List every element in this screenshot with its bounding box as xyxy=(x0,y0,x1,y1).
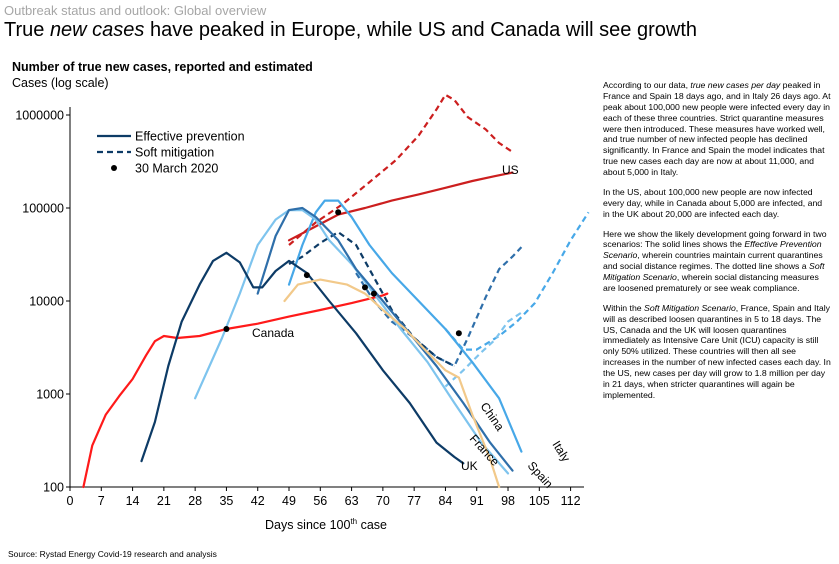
text-emphasis: Soft Mitigation Scenario xyxy=(644,302,736,313)
series-line-us xyxy=(287,171,514,242)
text-run: peaked in France and Spain 18 days ago, … xyxy=(603,80,831,177)
title-part: True xyxy=(4,19,50,41)
marker-30-march xyxy=(303,272,310,279)
legend-marker-dot xyxy=(111,165,117,171)
text-run: According to our data, xyxy=(603,80,691,90)
y-tick-label: 100000 xyxy=(22,202,64,216)
supertitle: Outbreak status and outlook: Global over… xyxy=(4,3,267,18)
series-line-france xyxy=(194,209,510,475)
x-tick-label: 98 xyxy=(501,494,515,508)
x-tick-label: 77 xyxy=(407,494,421,508)
x-tick-label: 56 xyxy=(313,494,327,508)
text-emphasis: true new cases per day xyxy=(690,80,781,90)
page-title: True new cases have peaked in Europe, wh… xyxy=(4,19,697,42)
y-tick-label: 100 xyxy=(43,481,64,495)
y-tick-label: 1000 xyxy=(36,388,64,402)
series-line-spain-dashed xyxy=(355,246,523,368)
marker-30-march xyxy=(335,209,342,216)
x-tick-label: 14 xyxy=(126,494,140,508)
legend-label: Effective prevention xyxy=(135,130,245,144)
series-label-italy: Italy xyxy=(549,438,573,464)
marker-30-march xyxy=(370,290,377,297)
marker-30-march xyxy=(455,330,462,337)
legend-label: Soft mitigation xyxy=(135,146,214,160)
y-axis-label: Cases (log scale) xyxy=(12,76,109,90)
x-tick-label: 84 xyxy=(438,494,452,508)
text-run: , France, Spain and Italy will as descri… xyxy=(603,302,831,400)
legend-label: 30 March 2020 xyxy=(135,162,218,176)
x-tick-label: 70 xyxy=(376,494,390,508)
commentary-panel: According to our data, true new cases pe… xyxy=(603,80,831,410)
x-tick-label: 35 xyxy=(219,494,233,508)
x-tick-label: 91 xyxy=(470,494,484,508)
x-tick-label: 0 xyxy=(67,494,74,508)
source-note: Source: Rystad Energy Covid-19 research … xyxy=(8,549,217,559)
marker-30-march xyxy=(361,284,368,291)
x-tick-label: 21 xyxy=(157,494,171,508)
x-axis-label: Days since 100th case xyxy=(265,517,387,532)
series-line-china xyxy=(283,278,501,489)
text-emphasis: Effective Prevention Scenario xyxy=(603,239,822,261)
text-run: In the US, about 100,000 new people are … xyxy=(603,186,823,219)
series-line-uk-dashed xyxy=(288,231,455,367)
title-part: have peaked in Europe, while US and Cana… xyxy=(144,19,697,41)
text-emphasis: Soft Mitigation Scenario xyxy=(603,261,825,282)
series-label-canada: Canada xyxy=(252,326,294,340)
x-tick-label: 42 xyxy=(251,494,265,508)
series-label-spain: Spain xyxy=(525,459,556,491)
series-line-us-dashed xyxy=(288,93,514,246)
text-run: Within the xyxy=(603,302,645,313)
series-line-spain xyxy=(256,206,514,472)
x-tick-label: 28 xyxy=(188,494,202,508)
commentary-paragraph: Within the Soft Mitigation Scenario, Fra… xyxy=(603,303,831,401)
x-tick-label: 112 xyxy=(561,494,581,508)
commentary-paragraph: In the US, about 100,000 new people are … xyxy=(603,187,831,220)
series-label-us: US xyxy=(502,163,519,177)
text-run: Here we show the likely development goin… xyxy=(603,228,827,250)
series-line-italy xyxy=(287,199,523,453)
commentary-paragraph: According to our data, true new cases pe… xyxy=(603,80,831,178)
x-tick-label: 49 xyxy=(282,494,296,508)
series-line-france-dashed xyxy=(444,311,523,388)
title-emphasis: new cases xyxy=(49,19,145,41)
series-line-italy-dashed xyxy=(444,211,590,351)
x-tick-label: 105 xyxy=(529,494,550,508)
x-tick-label: 63 xyxy=(345,494,359,508)
series-label-uk: UK xyxy=(461,459,478,473)
series-line-uk xyxy=(140,251,465,465)
marker-30-march xyxy=(223,325,230,332)
commentary-paragraph: Here we show the likely development goin… xyxy=(603,229,831,294)
chart-title: Number of true new cases, reported and e… xyxy=(12,60,313,74)
text-run: , wherein social distancing measures are… xyxy=(603,272,819,293)
text-run: , wherein countries maintain current qua… xyxy=(603,250,823,272)
y-tick-label: 1000000 xyxy=(15,109,64,123)
y-tick-label: 10000 xyxy=(29,295,64,309)
x-tick-label: 7 xyxy=(98,494,105,508)
series-line-canada xyxy=(82,292,389,489)
